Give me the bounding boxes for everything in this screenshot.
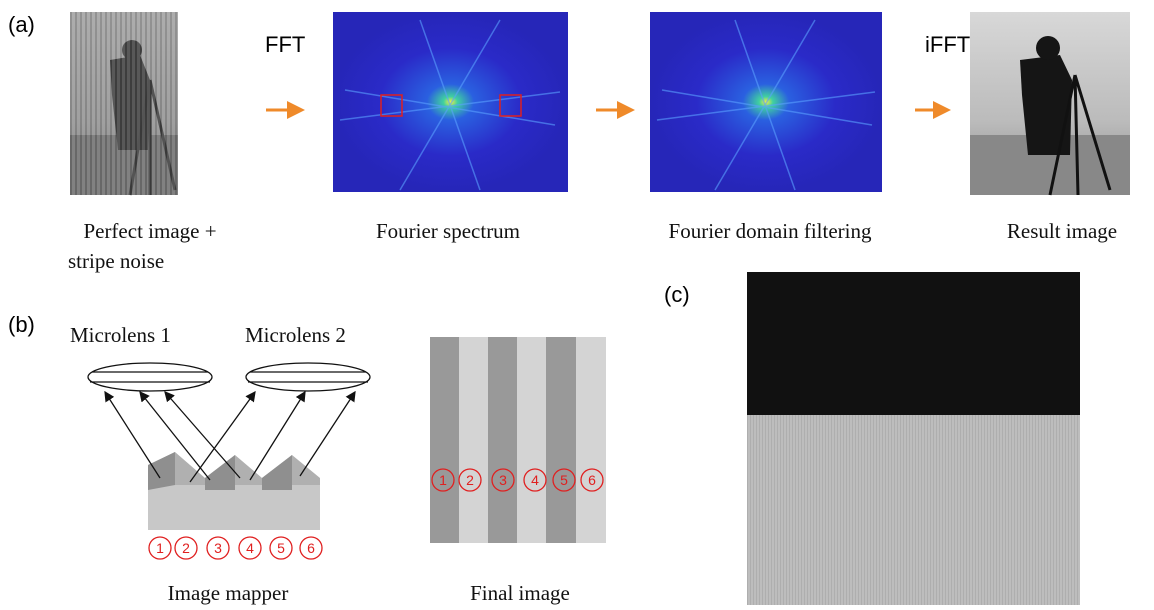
- number-label: 1: [156, 540, 164, 556]
- number-label: 5: [560, 472, 568, 488]
- spectrum-image: [333, 12, 568, 192]
- caption: stripe noise: [68, 249, 164, 273]
- number-label: 6: [307, 540, 315, 556]
- image-mapper: [148, 452, 320, 530]
- number-label: 3: [214, 540, 222, 556]
- number-label: 5: [277, 540, 285, 556]
- panel-label: (c): [664, 282, 690, 307]
- number-label: 2: [182, 540, 190, 556]
- microlens: [88, 363, 370, 391]
- final-image: [430, 337, 606, 543]
- number-label: 6: [588, 472, 596, 488]
- number-label: 2: [466, 472, 474, 488]
- lens-label: Microlens 2: [245, 323, 346, 347]
- caption: Result image: [1007, 219, 1117, 243]
- fft-label: FFT: [265, 32, 305, 57]
- sensor-image: [747, 272, 1080, 605]
- figure: (a) FFT iFFT Perfect image + stripe nois…: [0, 0, 1154, 610]
- lens-label: Microlens 1: [70, 323, 171, 347]
- filtered-spectrum-image: [650, 12, 882, 192]
- caption: Image mapper: [168, 581, 289, 605]
- caption: Final image: [470, 581, 570, 605]
- ifft-label: iFFT: [925, 32, 970, 57]
- noisy-image: [70, 12, 178, 195]
- caption: Fourier spectrum: [376, 219, 520, 243]
- number-label: 3: [499, 472, 507, 488]
- caption: Perfect image +: [83, 219, 216, 243]
- panel-label: (b): [8, 312, 35, 337]
- result-image: [970, 12, 1130, 195]
- number-label: 4: [531, 472, 539, 488]
- panel-label: (a): [8, 12, 35, 37]
- number-label: 1: [439, 472, 447, 488]
- number-label: 4: [246, 540, 254, 556]
- caption: Fourier domain filtering: [669, 219, 872, 243]
